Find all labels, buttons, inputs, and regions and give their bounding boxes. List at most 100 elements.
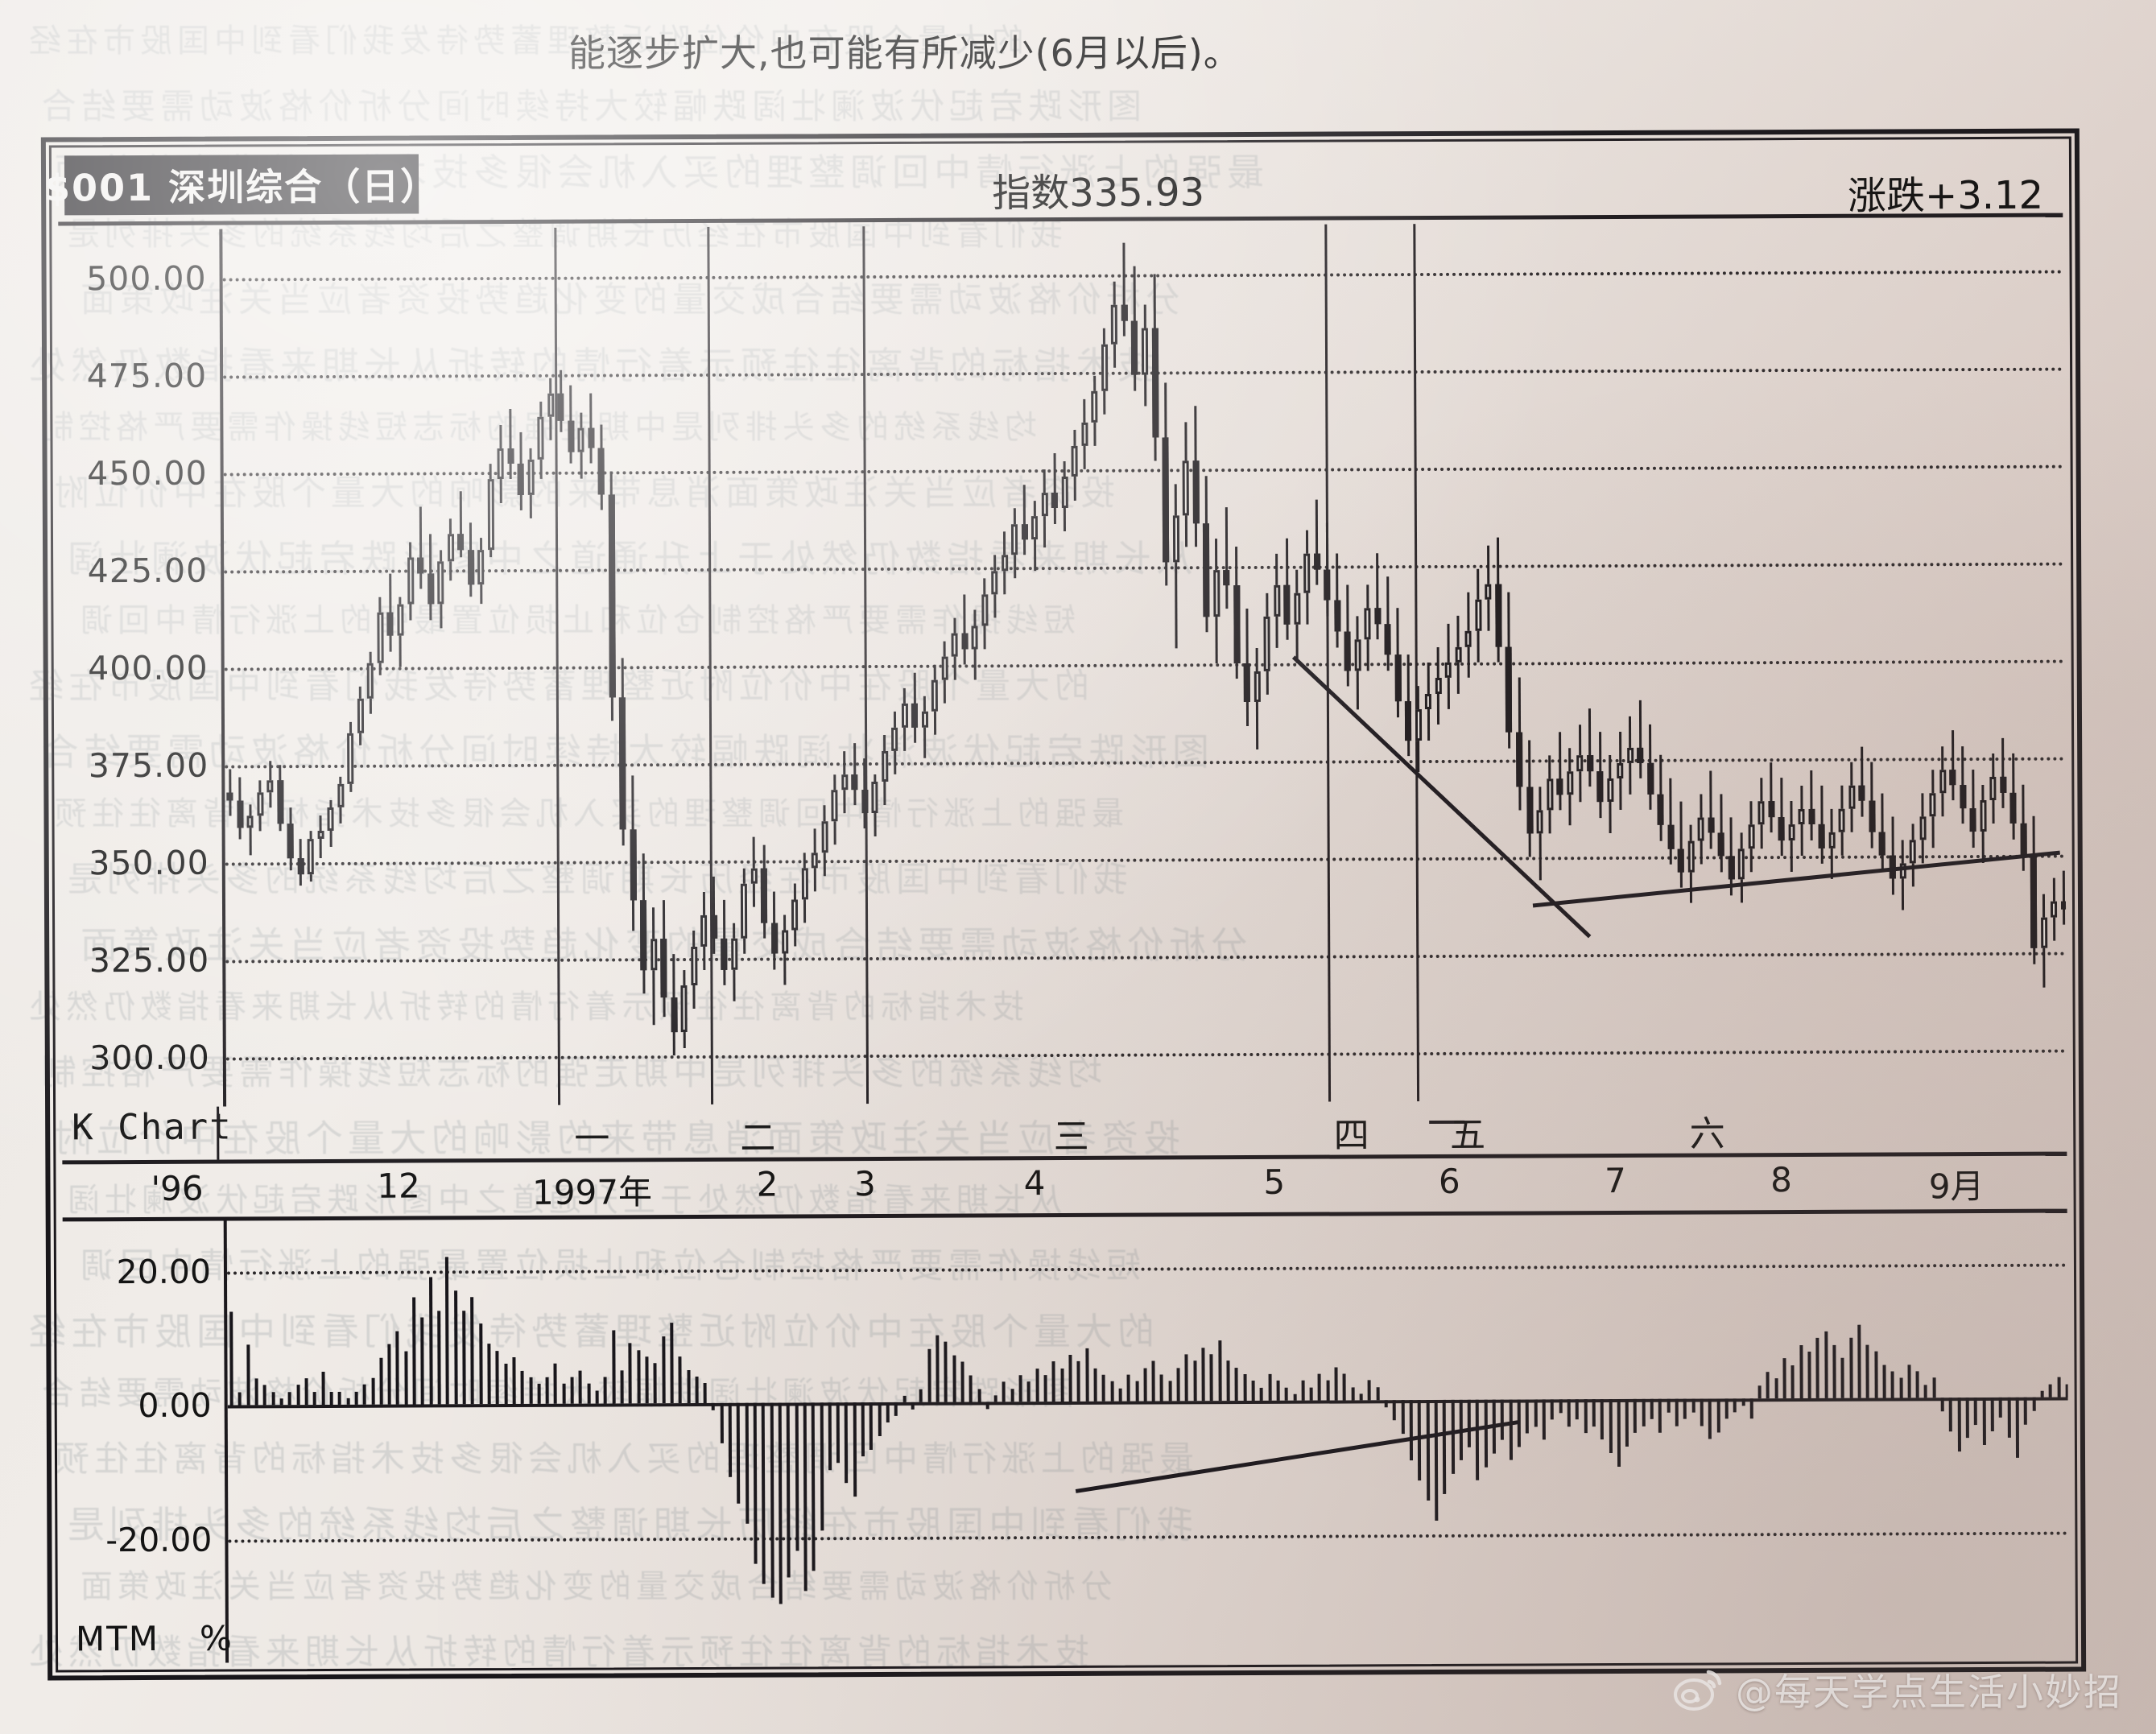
mtm-bar bbox=[1434, 1400, 1439, 1521]
mtm-bar bbox=[2015, 1398, 2019, 1459]
candlestick bbox=[881, 735, 888, 806]
candle-body-up bbox=[1757, 801, 1765, 825]
candlestick bbox=[981, 578, 989, 650]
candle-body-down bbox=[851, 774, 858, 791]
candle-body-up bbox=[1626, 747, 1634, 763]
mtm-bar bbox=[1840, 1358, 1845, 1399]
mtm-bar bbox=[1401, 1400, 1405, 1435]
mtm-y-tick-label: -20.00 bbox=[105, 1520, 213, 1560]
mtm-bar bbox=[1509, 1399, 1513, 1460]
axis-year-start: '96 bbox=[151, 1168, 204, 1208]
candlestick bbox=[1041, 469, 1048, 547]
candlestick bbox=[660, 899, 667, 1018]
mtm-bar bbox=[420, 1317, 425, 1405]
mtm-bar bbox=[1051, 1361, 1056, 1402]
candlestick bbox=[327, 799, 334, 847]
mtm-bar bbox=[578, 1370, 583, 1404]
candle-body-up bbox=[1536, 810, 1543, 834]
candlestick bbox=[1566, 747, 1573, 826]
mtm-bar bbox=[1716, 1398, 1720, 1433]
candlestick bbox=[1425, 663, 1432, 741]
candle-body-down bbox=[1657, 794, 1664, 826]
mtm-bar bbox=[828, 1402, 832, 1470]
date-tick-label: 3 bbox=[853, 1164, 876, 1204]
candle-body-up bbox=[367, 663, 374, 699]
candle-body-up bbox=[1989, 777, 1997, 801]
mtm-bar bbox=[1634, 1399, 1638, 1433]
candle-body-up bbox=[1182, 460, 1189, 516]
mtm-bar bbox=[371, 1377, 375, 1406]
price-gridline bbox=[224, 562, 2065, 574]
candlestick bbox=[1212, 539, 1220, 664]
mtm-bar bbox=[1442, 1400, 1447, 1494]
mtm-bar bbox=[2065, 1384, 2069, 1398]
candle-wick bbox=[1053, 453, 1056, 524]
candle-body-up bbox=[1101, 344, 1109, 391]
mtm-bar bbox=[387, 1344, 391, 1405]
candle-body-up bbox=[680, 985, 688, 1033]
candle-body-down bbox=[1051, 492, 1059, 509]
mtm-bar bbox=[670, 1323, 674, 1404]
mtm-bar bbox=[1824, 1331, 1828, 1399]
mtm-bar bbox=[1650, 1399, 1654, 1420]
candle-body-down bbox=[1869, 800, 1876, 832]
mtm-bar bbox=[1815, 1338, 1820, 1399]
price-y-tick-label: 325.00 bbox=[89, 940, 210, 981]
mtm-bar bbox=[1351, 1387, 1355, 1401]
candlestick bbox=[467, 522, 474, 597]
candle-body-up bbox=[801, 868, 808, 900]
candle-body-down bbox=[1324, 569, 1331, 601]
mtm-bar bbox=[1807, 1351, 1811, 1399]
candle-body-up bbox=[1041, 492, 1048, 517]
mtm-bar bbox=[1367, 1380, 1372, 1401]
mtm-bar bbox=[1234, 1367, 1238, 1402]
candle-body-down bbox=[1858, 785, 1865, 802]
candle-body-up bbox=[487, 479, 494, 550]
mtm-bar bbox=[428, 1277, 433, 1405]
candle-body-up bbox=[447, 534, 454, 562]
candlestick bbox=[1081, 398, 1088, 469]
mtm-bar bbox=[238, 1392, 242, 1406]
mtm-bar bbox=[470, 1297, 474, 1405]
mtm-bar bbox=[628, 1343, 632, 1404]
candle-body-down bbox=[237, 800, 244, 828]
mtm-bar bbox=[545, 1377, 549, 1405]
candle-body-down bbox=[297, 858, 304, 874]
candle-body-up bbox=[1909, 840, 1916, 864]
mtm-bar bbox=[1642, 1399, 1646, 1426]
candlestick bbox=[1899, 840, 1906, 910]
candle-body-down bbox=[1405, 701, 1412, 741]
mtm-bar bbox=[1550, 1399, 1555, 1420]
price-panel: 500.00 475.00 450.00 425.00 400.00 375.00 350.… bbox=[58, 221, 2067, 1108]
mtm-bar bbox=[637, 1349, 641, 1404]
candlestick bbox=[750, 836, 758, 908]
price-y-tick-label: 400.00 bbox=[88, 648, 209, 688]
candle-body-down bbox=[277, 780, 284, 824]
mtm-bar bbox=[1890, 1371, 1894, 1398]
date-tick-label: 5 bbox=[1263, 1162, 1286, 1202]
candle-body-up bbox=[317, 831, 324, 840]
candlestick bbox=[801, 852, 808, 923]
stock-chart-figure: $001 深圳综合（日） 指数335.93 涨跌+3.12 500.00 475.… bbox=[40, 128, 2087, 1681]
candlestick bbox=[781, 914, 788, 985]
price-gridline bbox=[225, 1050, 2067, 1061]
candle-body-down bbox=[1021, 523, 1028, 540]
candlestick bbox=[1677, 802, 1685, 888]
mtm-bar bbox=[1068, 1354, 1072, 1402]
mtm-bar bbox=[362, 1385, 366, 1406]
mtm-bar bbox=[1584, 1399, 1588, 1434]
candlestick bbox=[407, 542, 414, 621]
candle-body-up bbox=[691, 946, 698, 986]
mtm-bar bbox=[1691, 1398, 1695, 1413]
candlestick bbox=[1464, 592, 1472, 679]
candle-body-up bbox=[397, 605, 404, 636]
candlestick bbox=[1415, 686, 1422, 772]
candlestick bbox=[597, 424, 605, 510]
candlestick bbox=[1485, 545, 1492, 631]
candle-body-up bbox=[337, 784, 345, 808]
mtm-bar bbox=[1409, 1400, 1413, 1461]
mtm-bar bbox=[1741, 1398, 1745, 1406]
candlestick bbox=[437, 550, 444, 628]
candlestick bbox=[386, 573, 394, 652]
